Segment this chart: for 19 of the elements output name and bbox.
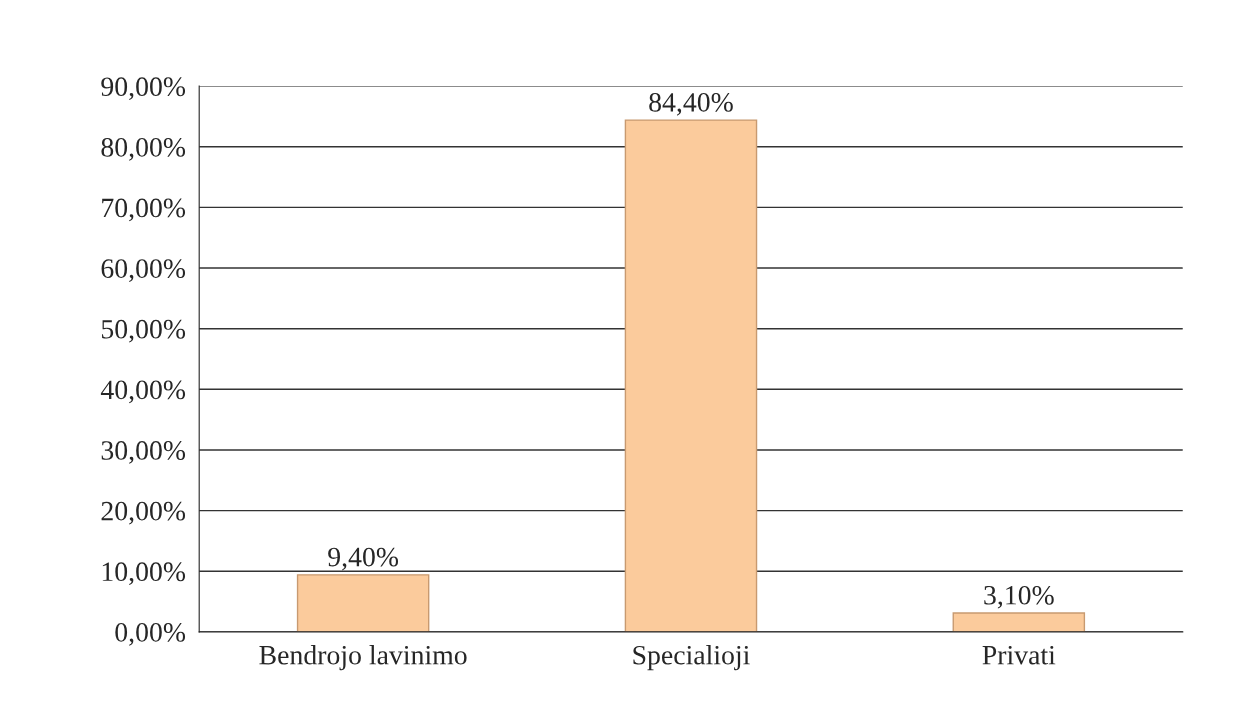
data-label: 9,40% — [328, 547, 399, 571]
data-label: 84,40% — [649, 92, 733, 116]
x-tick-label: Specialioji — [633, 645, 750, 671]
y-tick-label: 50,00% — [101, 319, 186, 343]
data-label: 3,10% — [984, 585, 1054, 609]
y-tick-label: 0,00% — [115, 623, 186, 646]
bar — [952, 612, 1086, 632]
y-tick-label: 90,00% — [101, 77, 186, 101]
y-tick-label: 70,00% — [102, 198, 186, 222]
y-tick-label: 60,00% — [101, 259, 186, 282]
y-tick-label: 20,00% — [101, 501, 186, 525]
bar — [624, 119, 758, 632]
x-tick-label: Bendrojo lavinimo — [259, 645, 467, 671]
bar — [296, 574, 430, 632]
x-tick-label: Privati — [982, 645, 1056, 665]
y-tick-label: 10,00% — [102, 562, 186, 586]
y-tick-label: 40,00% — [100, 380, 186, 404]
y-tick-label: 80,00% — [101, 137, 186, 161]
y-tick-label: 30,00% — [101, 441, 186, 464]
